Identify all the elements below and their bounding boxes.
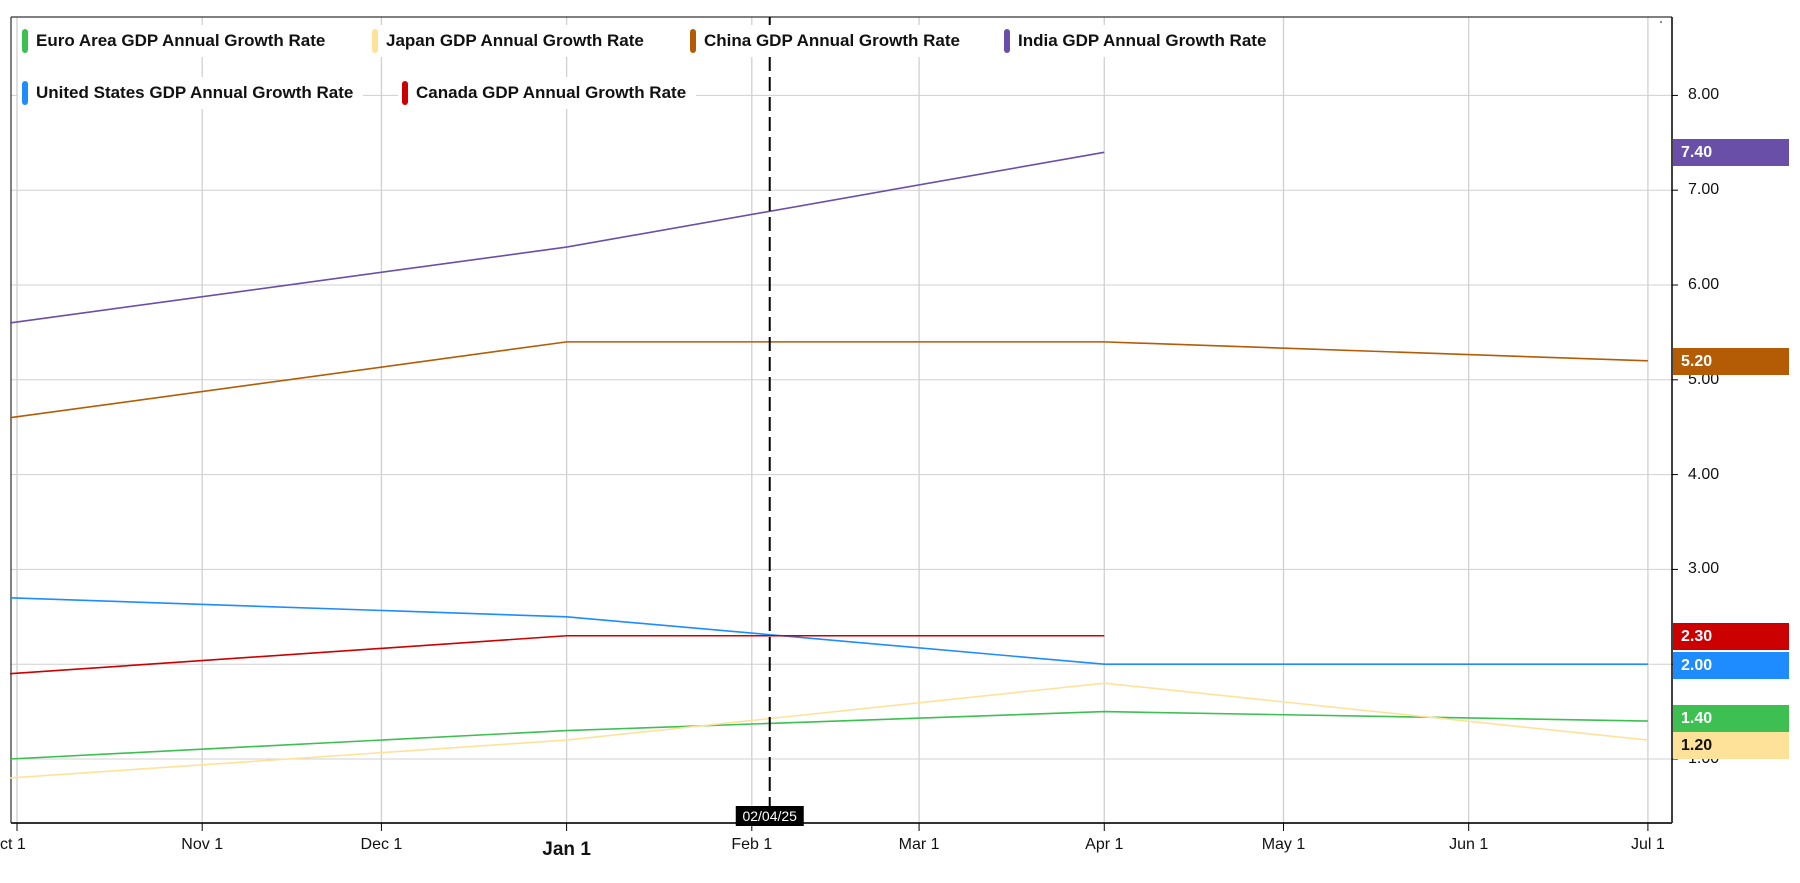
x-tick-label: Jun 1	[1449, 836, 1489, 853]
legend-item[interactable]: Euro Area GDP Annual Growth Rate	[18, 25, 336, 57]
legend-color-marker-icon	[22, 29, 28, 53]
y-tick-label: 7.00	[1688, 181, 1720, 199]
legend-item[interactable]: China GDP Annual Growth Rate	[686, 25, 970, 57]
series-line-5	[9, 634, 1105, 675]
legend-label: United States GDP Annual Growth Rate	[36, 83, 354, 102]
legend-color-marker-icon	[1004, 29, 1010, 53]
last-value-label: 1.40	[1673, 705, 1789, 732]
x-tick-label: ct 1	[0, 836, 26, 853]
y-tick-label: 4.00	[1688, 465, 1720, 483]
y-tick-label: 6.00	[1688, 276, 1720, 293]
x-tick-label: Mar 1	[898, 836, 940, 853]
x-tick-label: Feb 1	[731, 836, 773, 853]
legend-label: Japan GDP Annual Growth Rate	[386, 31, 644, 50]
legend-label: Euro Area GDP Annual Growth Rate	[36, 31, 326, 50]
y-tick-label: 3.00	[1688, 560, 1720, 578]
legend-color-marker-icon	[22, 81, 28, 105]
x-tick-label: Nov 1	[181, 836, 224, 853]
plot-area	[11, 17, 1672, 823]
last-value-label: 2.30	[1673, 623, 1789, 650]
last-value-label: 1.20	[1673, 732, 1789, 759]
series-line-1	[9, 682, 1648, 779]
legend-color-marker-icon	[690, 29, 696, 53]
series-line-3	[9, 151, 1105, 324]
legend-label: China GDP Annual Growth Rate	[704, 31, 960, 50]
crosshair-date-label: 02/04/25	[735, 806, 804, 826]
series-line-2	[9, 341, 1648, 419]
last-value-label: 7.40	[1673, 139, 1789, 166]
legend-item[interactable]: Japan GDP Annual Growth Rate	[368, 25, 654, 57]
x-tick-label: Jul 1	[1630, 836, 1665, 853]
legend-item[interactable]: Canada GDP Annual Growth Rate	[398, 77, 697, 109]
x-tick-label: Apr 1	[1085, 836, 1124, 853]
legend-item[interactable]: India GDP Annual Growth Rate	[1000, 25, 1277, 57]
legend-color-marker-icon	[402, 81, 408, 105]
x-tick-label: Dec 1	[360, 836, 403, 853]
dot-marker	[1660, 21, 1662, 23]
x-tick-label: Jan 1	[542, 839, 591, 860]
last-value-label: 5.20	[1673, 348, 1789, 375]
series-line-0	[9, 710, 1648, 760]
legend-label: Canada GDP Annual Growth Rate	[416, 83, 687, 102]
y-tick-label: 5.00	[1688, 370, 1720, 388]
legend-color-marker-icon	[372, 29, 378, 53]
series-line-4	[9, 597, 1648, 666]
legend-label: India GDP Annual Growth Rate	[1018, 31, 1267, 50]
legend-item[interactable]: United States GDP Annual Growth Rate	[18, 77, 364, 109]
y-tick-label: 8.00	[1688, 86, 1720, 104]
x-tick-label: May 1	[1261, 836, 1306, 853]
last-value-label: 2.00	[1673, 652, 1789, 679]
